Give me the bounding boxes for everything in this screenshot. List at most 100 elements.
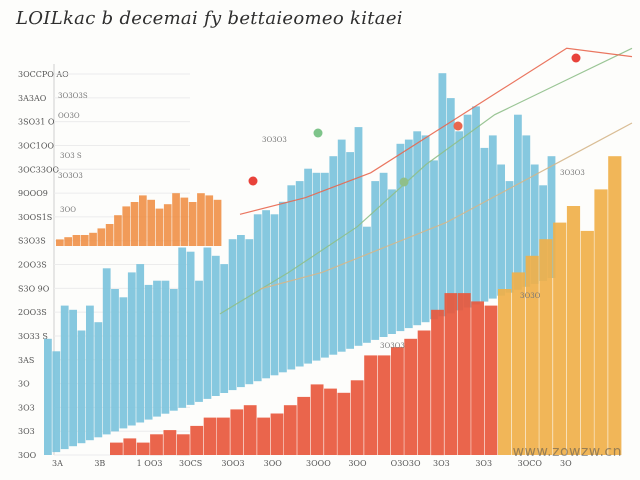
bar-blue [287, 185, 296, 370]
bar-blue [446, 98, 455, 314]
bar-lower-red-orange [270, 413, 284, 455]
bar-blue [203, 247, 212, 399]
bar-blue [522, 135, 531, 287]
bar-upper-orange [188, 202, 197, 246]
bar-blue [220, 264, 229, 393]
bar-upper-orange [163, 204, 172, 246]
bar-lower-red-orange [364, 355, 377, 455]
bar-lower-red-orange [444, 293, 458, 455]
bar-right-amber [608, 156, 622, 455]
bar-right-amber [511, 272, 525, 455]
y-tick-label: 3O33 S [18, 332, 48, 341]
bar-blue [321, 172, 329, 358]
data-point-marker [248, 176, 258, 186]
bar-lower-red-orange [110, 442, 123, 455]
bar-lower-red-orange [377, 355, 391, 455]
bar-blue [253, 214, 262, 382]
data-point-marker [453, 121, 463, 131]
bar-lower-red-orange [484, 305, 498, 455]
bar-blue [295, 181, 304, 367]
bar-right-amber [553, 222, 567, 455]
y-tick-label: S3O3S [18, 237, 46, 246]
bar-blue [480, 147, 489, 302]
bar-lower-red-orange [217, 417, 230, 455]
y-tick-label: 3O3 [18, 403, 35, 412]
bar-blue [472, 106, 480, 305]
bar-lower-red-orange [203, 417, 217, 455]
bar-blue [153, 280, 161, 417]
x-tick-label: 3O [560, 459, 572, 468]
bar-blue [262, 210, 270, 379]
annotation-label: 3O3O3 [560, 169, 585, 177]
bar-lower-red-orange [230, 409, 244, 455]
bar-blue [211, 255, 220, 396]
bar-right-amber [498, 289, 512, 455]
series-line-red-trend [239, 47, 633, 215]
bar-upper-orange [89, 232, 97, 246]
x-tick-label: 3A [52, 459, 63, 468]
bar-upper-orange [130, 202, 139, 246]
bar-blue [363, 226, 371, 343]
bar-upper-orange [80, 235, 89, 246]
data-point-marker [571, 53, 581, 63]
bar-blue [279, 201, 287, 373]
bar-lower-red-orange [457, 293, 471, 455]
data-point-marker [313, 128, 323, 138]
bar-blue [530, 164, 539, 284]
bar-blue [102, 268, 111, 435]
watermark: www.zowzw.cn [512, 444, 622, 460]
bar-blue [245, 239, 254, 385]
bar-lower-red-orange [350, 380, 364, 455]
bar-blue [60, 305, 69, 450]
y-tick-label: 3SO31 O [18, 118, 55, 127]
x-tick-label: O3O3O [391, 459, 421, 468]
y-tick-label: 3OOS1S [18, 213, 52, 222]
y-tick-label: 3OC1OO [18, 141, 54, 150]
bar-lower-red-orange [123, 438, 137, 455]
bar-blue [488, 135, 497, 299]
bar-lower-red-orange [283, 405, 297, 455]
bar-blue [119, 297, 128, 429]
x-tick-label: 3OO3 [221, 459, 244, 468]
bar-blue [77, 330, 86, 444]
x-tick-label: 3OCS [179, 459, 202, 468]
bar-blue [69, 309, 77, 447]
bar-lower-red-orange [136, 442, 150, 455]
bar-lower-red-orange [163, 430, 177, 455]
annotation-label: 3O3O3 [58, 172, 83, 180]
bar-lower-red-orange [324, 388, 337, 455]
bar-upper-orange [147, 199, 155, 246]
y-tick-label: 2OO3S [18, 308, 47, 317]
bar-blue [421, 135, 430, 323]
x-tick-label: 1 OO3 [137, 459, 163, 468]
bar-blue [161, 280, 170, 414]
y-tick-label: S3O 9O [18, 284, 50, 293]
bar-blue [127, 272, 136, 426]
bar-lower-red-orange [404, 338, 418, 455]
bar-upper-orange [180, 197, 189, 246]
x-tick-label: 3OOO [306, 459, 331, 468]
bar-blue [514, 114, 522, 290]
bar-blue [44, 338, 52, 455]
annotation-label: 3O3O3S [58, 92, 88, 100]
bar-lower-red-orange [190, 425, 204, 455]
bar-blue [94, 322, 103, 438]
series-line-tan [259, 122, 633, 290]
bar-blue [304, 168, 312, 364]
bar-blue [329, 156, 338, 355]
bar-right-amber [539, 239, 553, 455]
bar-right-amber [594, 189, 608, 455]
bar-blue [413, 131, 422, 326]
y-tick-label: 9OOO9 [18, 189, 48, 198]
annotation-label: 3O3 S [60, 152, 82, 160]
bar-lower-red-orange [431, 309, 444, 456]
bar-upper-orange [64, 237, 72, 246]
bar-right-amber [580, 230, 594, 455]
bar-upper-orange [72, 235, 81, 246]
bar-blue [169, 289, 178, 411]
bar-blue [144, 284, 153, 420]
bar-blue [312, 172, 321, 361]
bar-blue [237, 235, 245, 388]
